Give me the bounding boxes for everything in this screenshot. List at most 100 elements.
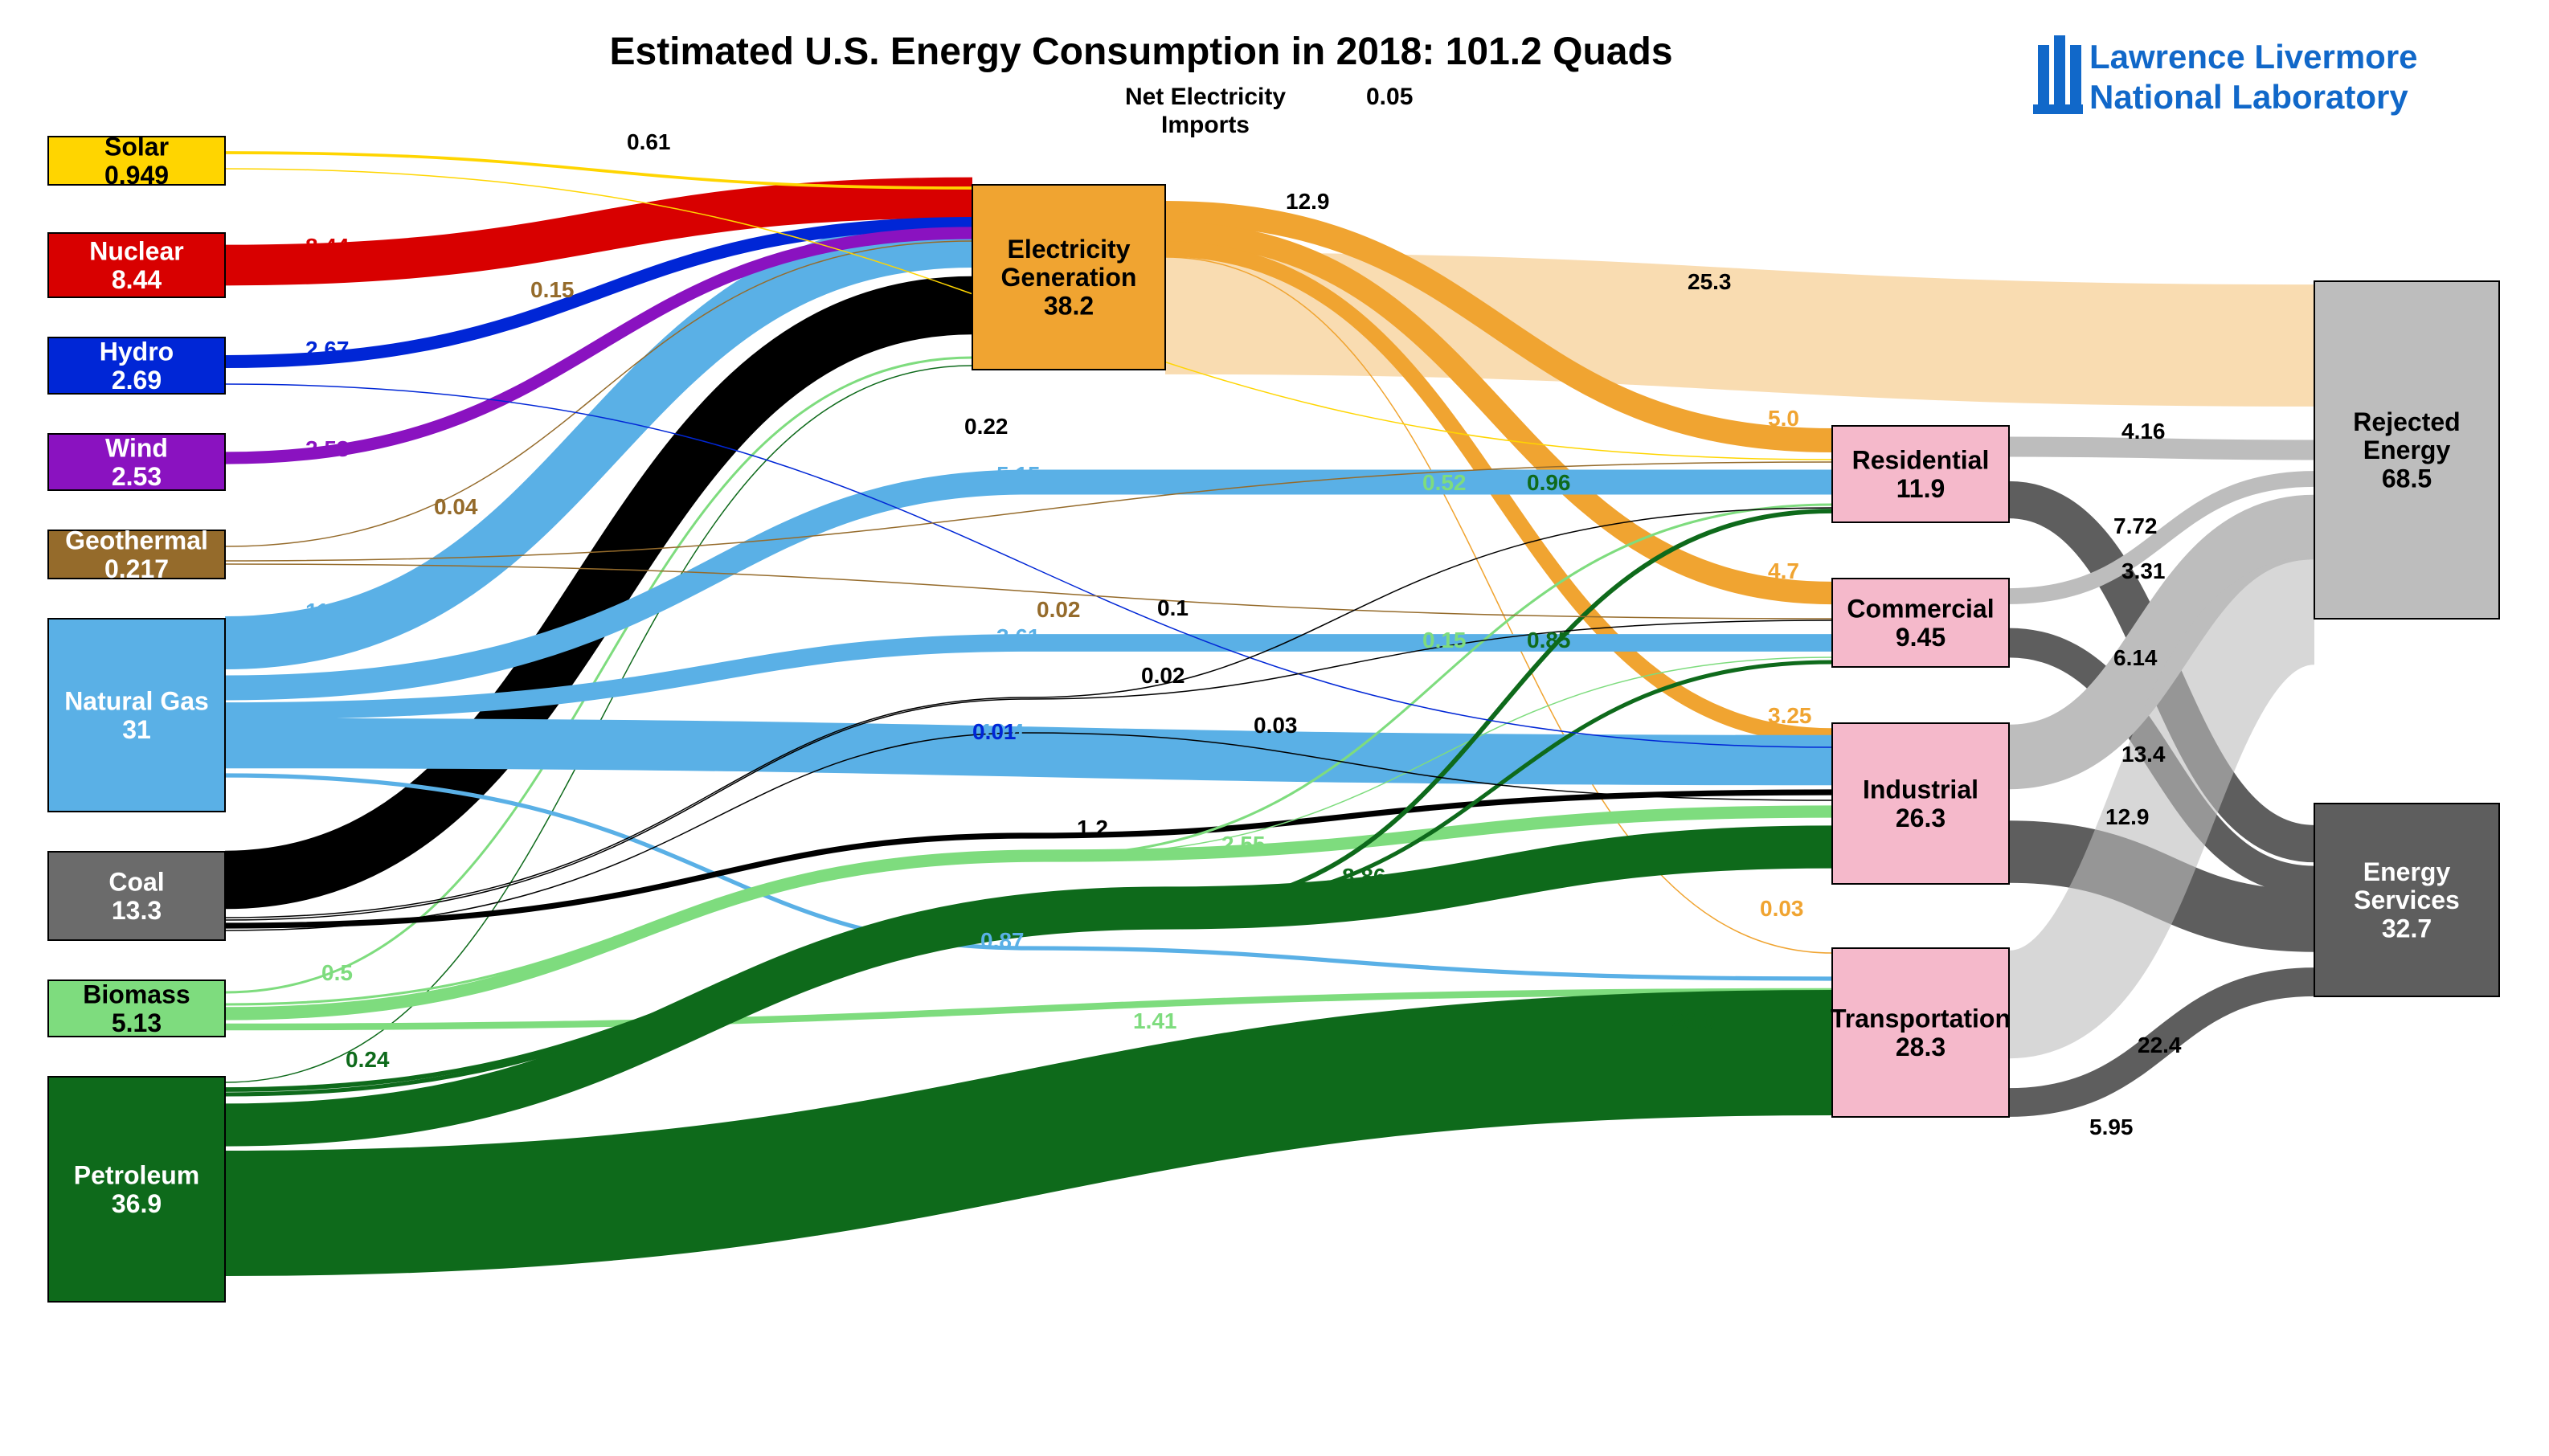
flow-value: 12.9 (1286, 189, 1330, 214)
svg-text:2.53: 2.53 (112, 462, 162, 491)
flow-value: 0.03 (1760, 896, 1804, 921)
svg-text:Rejected: Rejected (2353, 407, 2460, 436)
node-natgas: Natural Gas31 (48, 619, 225, 812)
flow-value: 2.53 (305, 436, 350, 461)
svg-text:31: 31 (122, 715, 151, 744)
node-transport: Transportation28.3 (1831, 948, 2011, 1117)
svg-text:0.949: 0.949 (104, 161, 169, 190)
flow-value: 11.0 (305, 599, 348, 624)
flow-value: 2.55 (1221, 832, 1266, 857)
node-industrial: Industrial26.3 (1832, 723, 2009, 884)
node-geothermal: Geothermal0.217 (48, 526, 225, 583)
flow-value: 4.16 (2121, 419, 2166, 444)
flow-value: 6.14 (2113, 645, 2158, 670)
svg-text:Biomass: Biomass (83, 980, 190, 1009)
flow-value: 1.41 (1133, 1008, 1177, 1033)
svg-text:26.3: 26.3 (1896, 804, 1946, 832)
svg-text:Lawrence Livermore: Lawrence Livermore (2089, 38, 2418, 76)
svg-text:Hydro: Hydro (100, 337, 174, 366)
flow-value: 3.31 (2121, 558, 2166, 583)
chart-title: Estimated U.S. Energy Consumption in 201… (609, 31, 1672, 73)
svg-text:Nuclear: Nuclear (89, 237, 183, 266)
flow-value: 0.04 (434, 494, 478, 519)
flow-value: 0.03 (1254, 713, 1298, 738)
flow-value: 0.02 (1037, 597, 1081, 622)
svg-text:Geothermal: Geothermal (65, 526, 208, 555)
svg-text:Wind: Wind (105, 434, 168, 463)
flow-value: 8.86 (1342, 864, 1386, 889)
flow-value: 0.15 (1422, 628, 1467, 652)
flow-path (225, 743, 1832, 760)
llnl-logo: Lawrence LivermoreNational Laboratory (2033, 35, 2418, 116)
flow-value: 0.85 (1527, 628, 1571, 652)
flow-value: 0.15 (530, 277, 575, 302)
flow-value: 13.4 (2121, 742, 2166, 767)
flow-value: 0.52 (1422, 470, 1467, 495)
svg-text:68.5: 68.5 (2382, 464, 2432, 493)
flow-value: 0.61 (627, 129, 671, 154)
flow-path (225, 1053, 1832, 1213)
svg-text:National Laboratory: National Laboratory (2089, 78, 2408, 116)
svg-text:13.3: 13.3 (112, 896, 162, 925)
svg-text:Solar: Solar (104, 133, 169, 162)
node-petroleum: Petroleum36.9 (48, 1077, 225, 1302)
node-biomass: Biomass5.13 (48, 980, 225, 1037)
svg-text:Coal: Coal (108, 868, 164, 897)
flow-value: 3.61 (996, 624, 1041, 649)
svg-text:Electricity: Electricity (1008, 235, 1131, 264)
flow-value: 25.3 (1688, 269, 1732, 294)
svg-text:2.69: 2.69 (112, 366, 162, 395)
flow-value: 7.72 (2113, 513, 2158, 538)
svg-text:28.3: 28.3 (1896, 1033, 1946, 1061)
flow-value: 0.87 (980, 928, 1025, 953)
svg-text:Services: Services (2354, 885, 2460, 914)
svg-text:Energy: Energy (2363, 857, 2451, 886)
flow-value: 0.02 (1141, 663, 1185, 688)
flow-value: 0.5 (321, 960, 353, 985)
flow-value: 0.96 (1527, 470, 1571, 495)
svg-text:Generation: Generation (1001, 263, 1137, 292)
net-imports-label: Net Electricity (1125, 84, 1286, 110)
node-hydro: Hydro2.69 (48, 337, 225, 395)
svg-text:Residential: Residential (1852, 446, 1990, 475)
flow-value: 5.95 (2089, 1114, 2134, 1139)
flow-path (225, 305, 972, 880)
flow-value: 26.0 (1671, 1008, 1716, 1033)
flow-value: 0.22 (964, 414, 1009, 439)
flow-value: 0.1 (1157, 595, 1189, 620)
flow-value: 22.4 (2138, 1033, 2182, 1057)
flow-value: 3.25 (1768, 703, 1812, 728)
node-commercial: Commercial9.45 (1832, 579, 2009, 667)
node-wind: Wind2.53 (48, 434, 225, 491)
svg-text:5.13: 5.13 (112, 1008, 162, 1037)
flow-value: 0.01 (972, 719, 1017, 744)
svg-text:9.45: 9.45 (1896, 623, 1946, 652)
svg-text:Petroleum: Petroleum (74, 1161, 199, 1190)
flow-value: 5.0 (1768, 406, 1799, 431)
node-coal: Coal13.3 (48, 852, 225, 940)
svg-text:11.9: 11.9 (1896, 474, 1946, 503)
sankey-diagram: Solar0.949Nuclear8.44Hydro2.69Wind2.53Ge… (0, 0, 2549, 1456)
svg-text:Commercial: Commercial (1847, 595, 1994, 624)
flow-value: 1.2 (1077, 816, 1108, 840)
flow-value: 12.9 (2105, 804, 2150, 829)
svg-text:38.2: 38.2 (1044, 291, 1094, 320)
node-services: EnergyServices32.7 (2314, 804, 2499, 996)
svg-text:0.217: 0.217 (104, 554, 169, 583)
svg-text:Energy: Energy (2363, 436, 2451, 464)
net-imports-value: 0.05 (1366, 84, 1413, 110)
flow-value: 12.1 (305, 860, 350, 885)
flow-value: 8.44 (305, 234, 350, 259)
flow-value: 5.15 (996, 462, 1041, 487)
svg-text:36.9: 36.9 (112, 1189, 162, 1218)
svg-text:Industrial: Industrial (1863, 775, 1978, 804)
svg-text:8.44: 8.44 (112, 265, 162, 294)
flow-path (1165, 313, 2314, 346)
svg-text:Natural Gas: Natural Gas (64, 687, 209, 716)
node-residential: Residential11.9 (1832, 426, 2009, 522)
node-nuclear: Nuclear8.44 (48, 233, 225, 297)
node-elecgen: ElectricityGeneration38.2 (972, 185, 1165, 370)
svg-text:Imports: Imports (1161, 112, 1250, 138)
flow-path (2009, 447, 2314, 450)
flow-value: 4.7 (1768, 558, 1799, 583)
